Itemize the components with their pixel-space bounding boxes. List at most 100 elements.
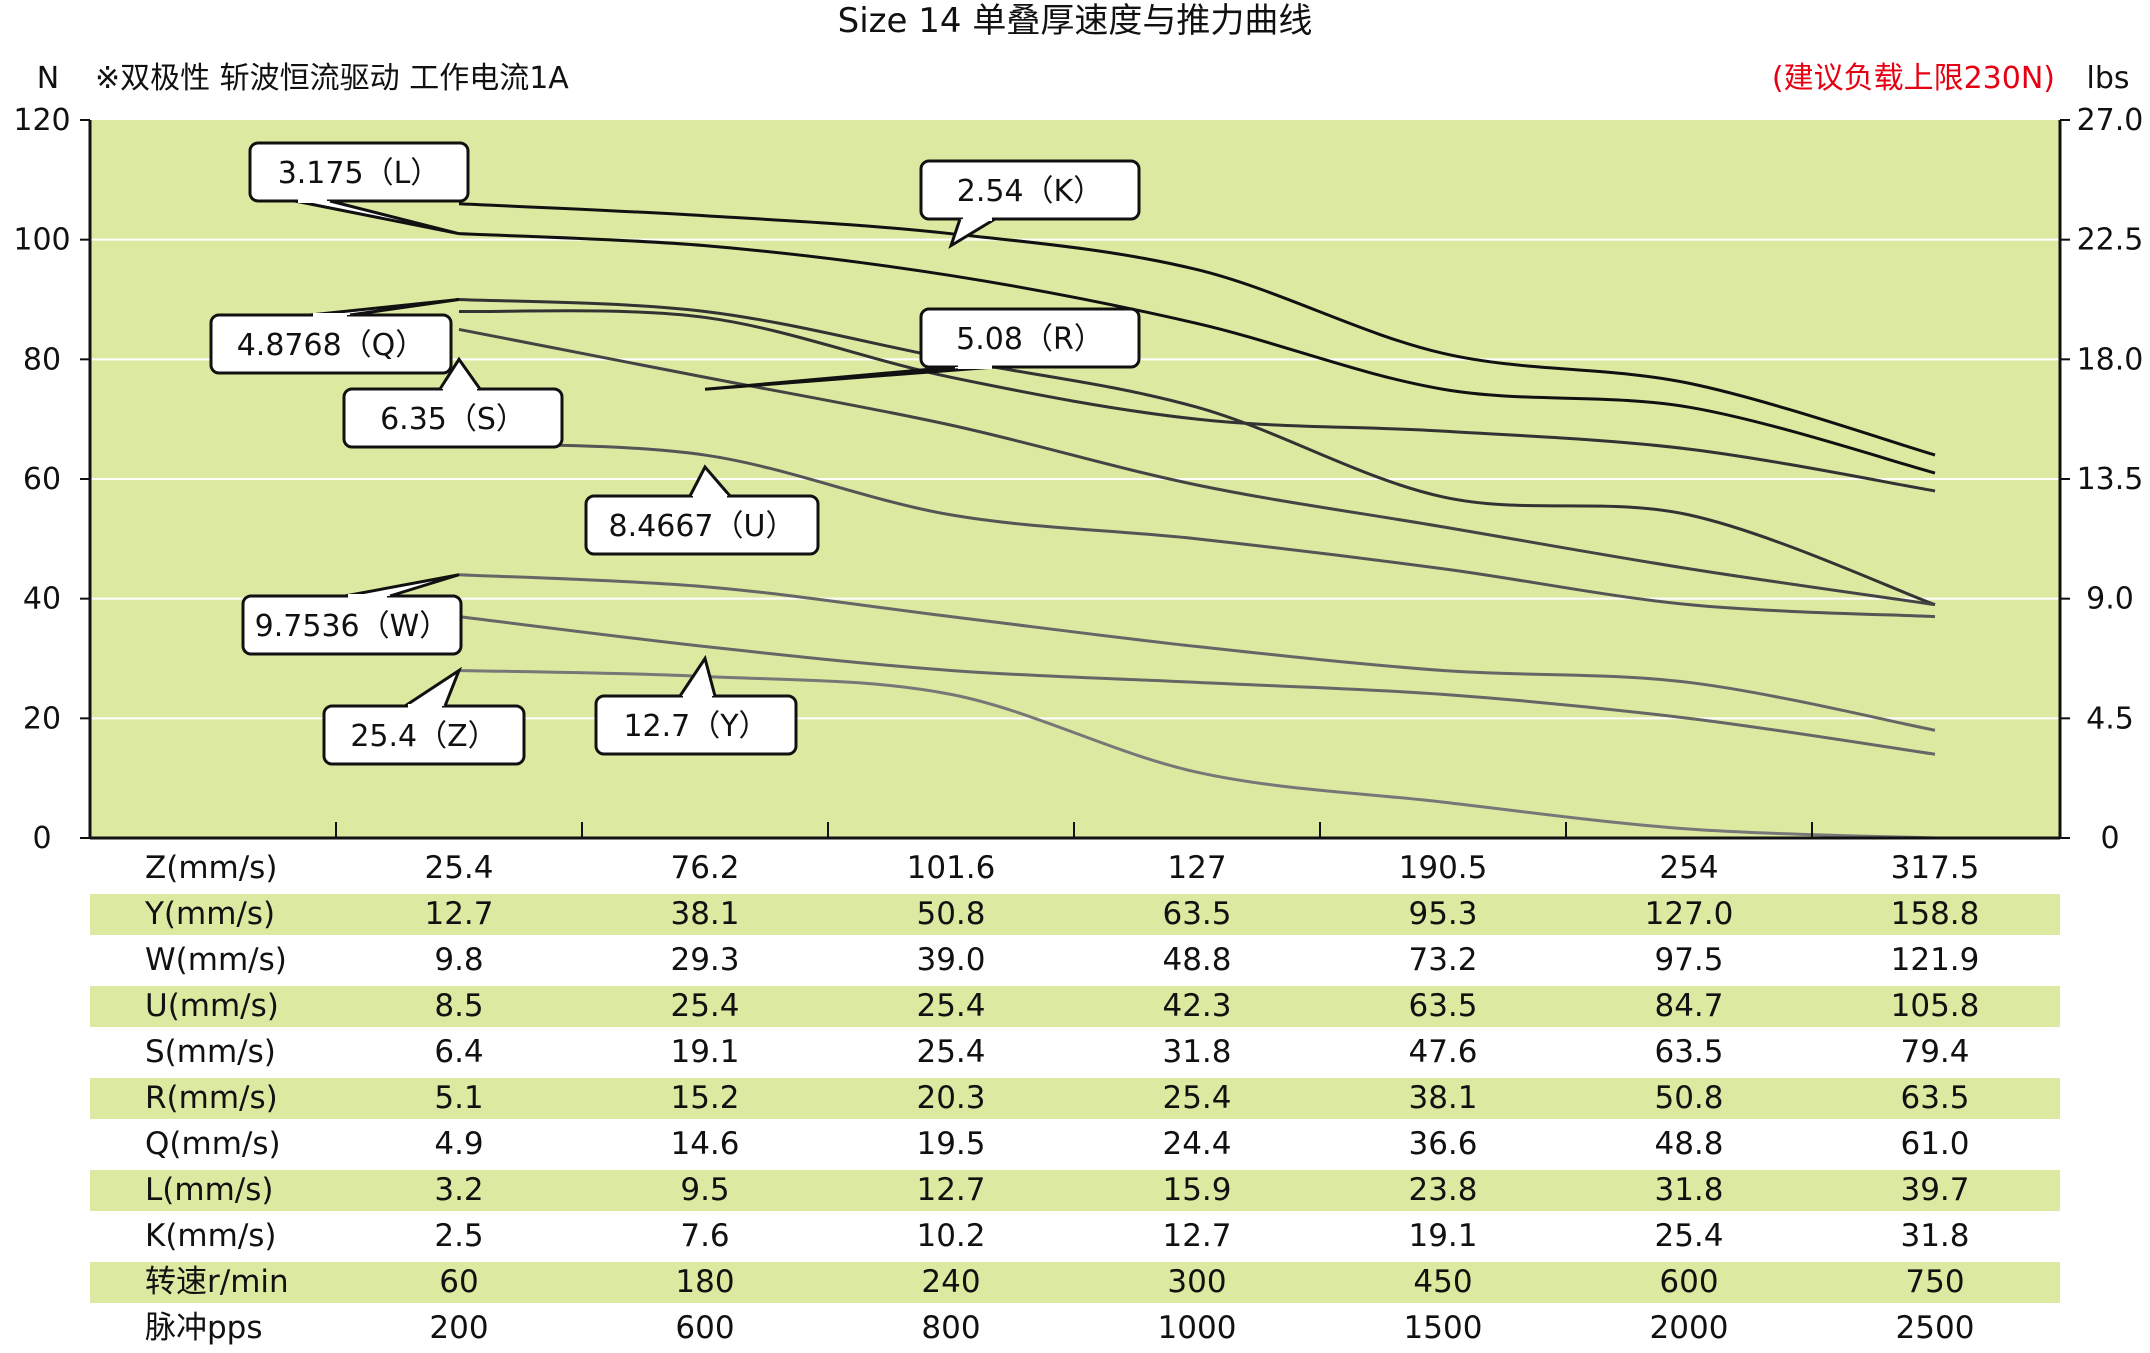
callout-pointer <box>404 666 463 708</box>
series-line <box>458 327 1936 607</box>
table-cell: 76.2 <box>670 850 740 886</box>
table-cell: 31.8 <box>1900 1218 1970 1254</box>
table-cell: 5.1 <box>434 1080 484 1116</box>
y-tick-label-left: 60 <box>23 462 61 497</box>
table-cell: 600 <box>675 1310 735 1346</box>
table-cell: 800 <box>921 1310 981 1346</box>
callout-pointer <box>678 654 717 697</box>
table-cell: 63.5 <box>1654 1034 1724 1070</box>
table-cell: 2.5 <box>434 1218 484 1254</box>
callout-label: 9.7536（W） <box>255 609 450 644</box>
table-row-label: 转速r/min <box>145 1264 289 1300</box>
callout-label: 3.175（L） <box>278 156 441 191</box>
table-cell: 1500 <box>1403 1310 1483 1346</box>
table-cell: 47.6 <box>1408 1034 1478 1070</box>
table-cell: 36.6 <box>1408 1126 1478 1162</box>
table-cell: 12.7 <box>1162 1218 1232 1254</box>
table-cell: 38.1 <box>670 896 740 932</box>
y-left-unit-label: N <box>37 61 59 96</box>
table-cell: 19.5 <box>916 1126 986 1162</box>
table-row-label: Z(mm/s) <box>145 850 278 886</box>
series-line <box>458 309 1936 493</box>
table-cell: 317.5 <box>1890 850 1980 886</box>
callout-pointer <box>948 217 996 250</box>
table-cell: 31.8 <box>1654 1172 1724 1208</box>
table-row-label: S(mm/s) <box>145 1034 276 1070</box>
table-cell: 61.0 <box>1900 1126 1970 1162</box>
table-cell: 63.5 <box>1408 988 1478 1024</box>
table-cell: 200 <box>429 1310 489 1346</box>
table-row: 脉冲pps 200 600 800 1000 1500 2000 2500 <box>90 1308 2060 1349</box>
table-cell: 39.0 <box>916 942 986 978</box>
table-cell: 7.6 <box>680 1218 730 1254</box>
table-cell: 63.5 <box>1162 896 1232 932</box>
table-cell: 600 <box>1659 1264 1719 1300</box>
table-cell: 20.3 <box>916 1080 986 1116</box>
table-cell: 158.8 <box>1890 896 1980 932</box>
table-cell: 24.4 <box>1162 1126 1232 1162</box>
table-cell: 10.2 <box>916 1218 986 1254</box>
table-cell: 38.1 <box>1408 1080 1478 1116</box>
y-tick-label-left: 120 <box>13 103 70 138</box>
table-cell: 105.8 <box>1890 988 1980 1024</box>
table-cell: 15.9 <box>1162 1172 1232 1208</box>
table-cell: 48.8 <box>1162 942 1232 978</box>
table-cell: 79.4 <box>1900 1034 1970 1070</box>
y-tick-label-left: 20 <box>23 701 61 736</box>
table-cell: 3.2 <box>434 1172 484 1208</box>
table-cell: 2000 <box>1649 1310 1729 1346</box>
table-cell: 25.4 <box>1654 1218 1724 1254</box>
table-cell: 15.2 <box>670 1080 740 1116</box>
table-cell: 97.5 <box>1654 942 1724 978</box>
table-cell: 8.5 <box>434 988 484 1024</box>
table-cell: 127 <box>1167 850 1227 886</box>
chart-title: Size 14 单叠厚速度与推力曲线 <box>838 1 1313 41</box>
series-callouts: 3.175（L） 2.54（K） 4.8768（Q） 5.08（R） 6.35（S） 8.… <box>209 141 1141 766</box>
table-row: S(mm/s) 6.4 19.1 25.4 31.8 47.6 63.5 79.4 <box>90 1032 2060 1073</box>
callout-box <box>248 141 470 203</box>
table-cell: 95.3 <box>1408 896 1478 932</box>
table-cell: 25.4 <box>424 850 494 886</box>
table-cell: 73.2 <box>1408 942 1478 978</box>
table-row: R(mm/s) 5.1 15.2 20.3 25.4 38.1 50.8 63.5 <box>90 1078 2060 1119</box>
table-cell: 84.7 <box>1654 988 1724 1024</box>
table-row: 转速r/min 60 180 240 300 450 600 750 <box>90 1262 2060 1303</box>
table-cell: 1000 <box>1157 1310 1237 1346</box>
table-cell: 63.5 <box>1900 1080 1970 1116</box>
series-line <box>458 441 1936 619</box>
callout-pointer <box>438 356 482 390</box>
table-row-label: L(mm/s) <box>145 1172 274 1208</box>
series-line <box>458 202 1936 457</box>
table-row: L(mm/s) 3.2 9.5 12.7 15.9 23.8 31.8 39.7 <box>90 1170 2060 1211</box>
table-cell: 19.1 <box>1408 1218 1478 1254</box>
table-row-label: K(mm/s) <box>145 1218 277 1254</box>
y-tick-label-right: 9.0 <box>2086 582 2134 617</box>
callout-label: 6.35（S） <box>380 402 526 437</box>
y-tick-label-left: 100 <box>13 223 70 258</box>
table-cell: 254 <box>1659 850 1719 886</box>
table-cell: 19.1 <box>670 1034 740 1070</box>
table-row: Y(mm/s) 12.7 38.1 50.8 63.5 95.3 127.0 158.8 <box>90 894 2060 935</box>
table-cell: 750 <box>1905 1264 1965 1300</box>
table-cell: 12.7 <box>424 896 494 932</box>
table-cell: 4.9 <box>434 1126 484 1162</box>
table-cell: 2500 <box>1895 1310 1975 1346</box>
table-row-label: Y(mm/s) <box>145 896 276 932</box>
series-line <box>458 573 1936 732</box>
table-row: K(mm/s) 2.5 7.6 10.2 12.7 19.1 25.4 31.8 <box>90 1216 2060 1257</box>
table-cell: 50.8 <box>1654 1080 1724 1116</box>
table-row-label: 脉冲pps <box>145 1310 263 1346</box>
table-cell: 25.4 <box>1162 1080 1232 1116</box>
table-cell: 127.0 <box>1644 896 1734 932</box>
series-lines <box>458 202 1936 840</box>
y-tick-label-right: 18.0 <box>2077 342 2144 377</box>
table-cell: 25.4 <box>916 988 986 1024</box>
table-cell: 23.8 <box>1408 1172 1478 1208</box>
table-cell: 450 <box>1413 1264 1473 1300</box>
callout-box <box>919 307 1141 369</box>
callout-box <box>919 159 1141 221</box>
table-row-label: R(mm/s) <box>145 1080 278 1116</box>
table-cell: 6.4 <box>434 1034 484 1070</box>
series-line <box>458 615 1936 756</box>
